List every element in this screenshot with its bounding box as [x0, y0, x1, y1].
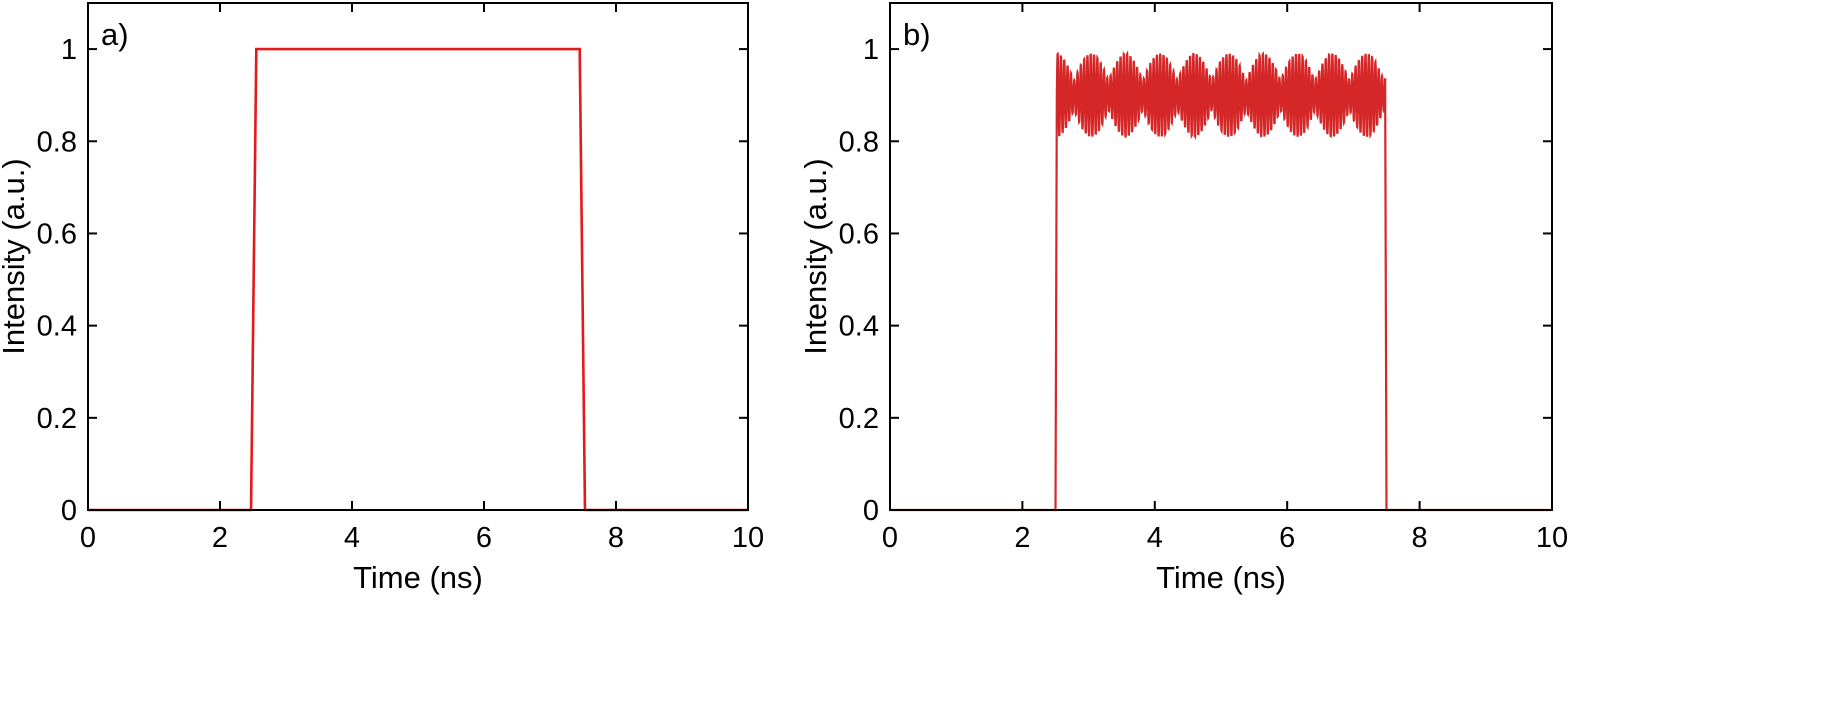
x-tick-label: 2 — [212, 522, 228, 554]
x-axis-label: Time (ns) — [353, 560, 483, 595]
x-tick-label: 4 — [1147, 522, 1163, 554]
y-tick-label: 0.4 — [839, 311, 879, 343]
x-tick-label: 0 — [882, 522, 898, 554]
x-tick-label: 8 — [608, 522, 624, 554]
y-axis-label: Intensity (a.u.) — [0, 158, 31, 354]
x-tick-label: 2 — [1014, 522, 1030, 554]
y-tick-label: 0.4 — [37, 311, 77, 343]
panel-b: 0 2 4 6 8 10 0 0.2 0.4 0.6 0.8 1 Time (ns) Intensity … — [798, 2, 1568, 595]
series-line-0 — [890, 50, 1552, 512]
y-tick-label: 0.6 — [37, 218, 77, 250]
y-tick-label: 0.6 — [839, 218, 879, 250]
x-tick-label: 10 — [1536, 522, 1568, 554]
axes-box — [87, 2, 749, 511]
x-tick-label: 4 — [344, 522, 360, 554]
x-tick-label: 6 — [1279, 522, 1295, 554]
panel-label: b) — [903, 17, 931, 52]
y-axis-label: Intensity (a.u.) — [798, 158, 833, 354]
y-tick-label: 1 — [61, 34, 77, 66]
y-tick-label: 0.2 — [839, 403, 879, 435]
x-axis-label: Time (ns) — [1156, 560, 1286, 595]
y-tick-label: 0 — [61, 495, 77, 527]
y-tick-label: 0 — [863, 495, 879, 527]
x-tick-label: 6 — [476, 522, 492, 554]
panel-label: a) — [101, 17, 129, 52]
x-tick-label: 0 — [80, 522, 96, 554]
y-tick-label: 0.8 — [37, 126, 77, 158]
y-tick-label: 0.8 — [839, 126, 879, 158]
panel-a: 0 2 4 6 8 10 0 0.2 0.4 0.6 0.8 1 Time (ns) Intensity … — [0, 2, 764, 595]
x-tick-label: 10 — [732, 522, 764, 554]
y-tick-label: 0.2 — [37, 403, 77, 435]
x-tick-label: 8 — [1412, 522, 1428, 554]
axes-box — [889, 2, 1553, 511]
series-line-0 — [88, 47, 748, 512]
y-tick-label: 1 — [863, 34, 879, 66]
